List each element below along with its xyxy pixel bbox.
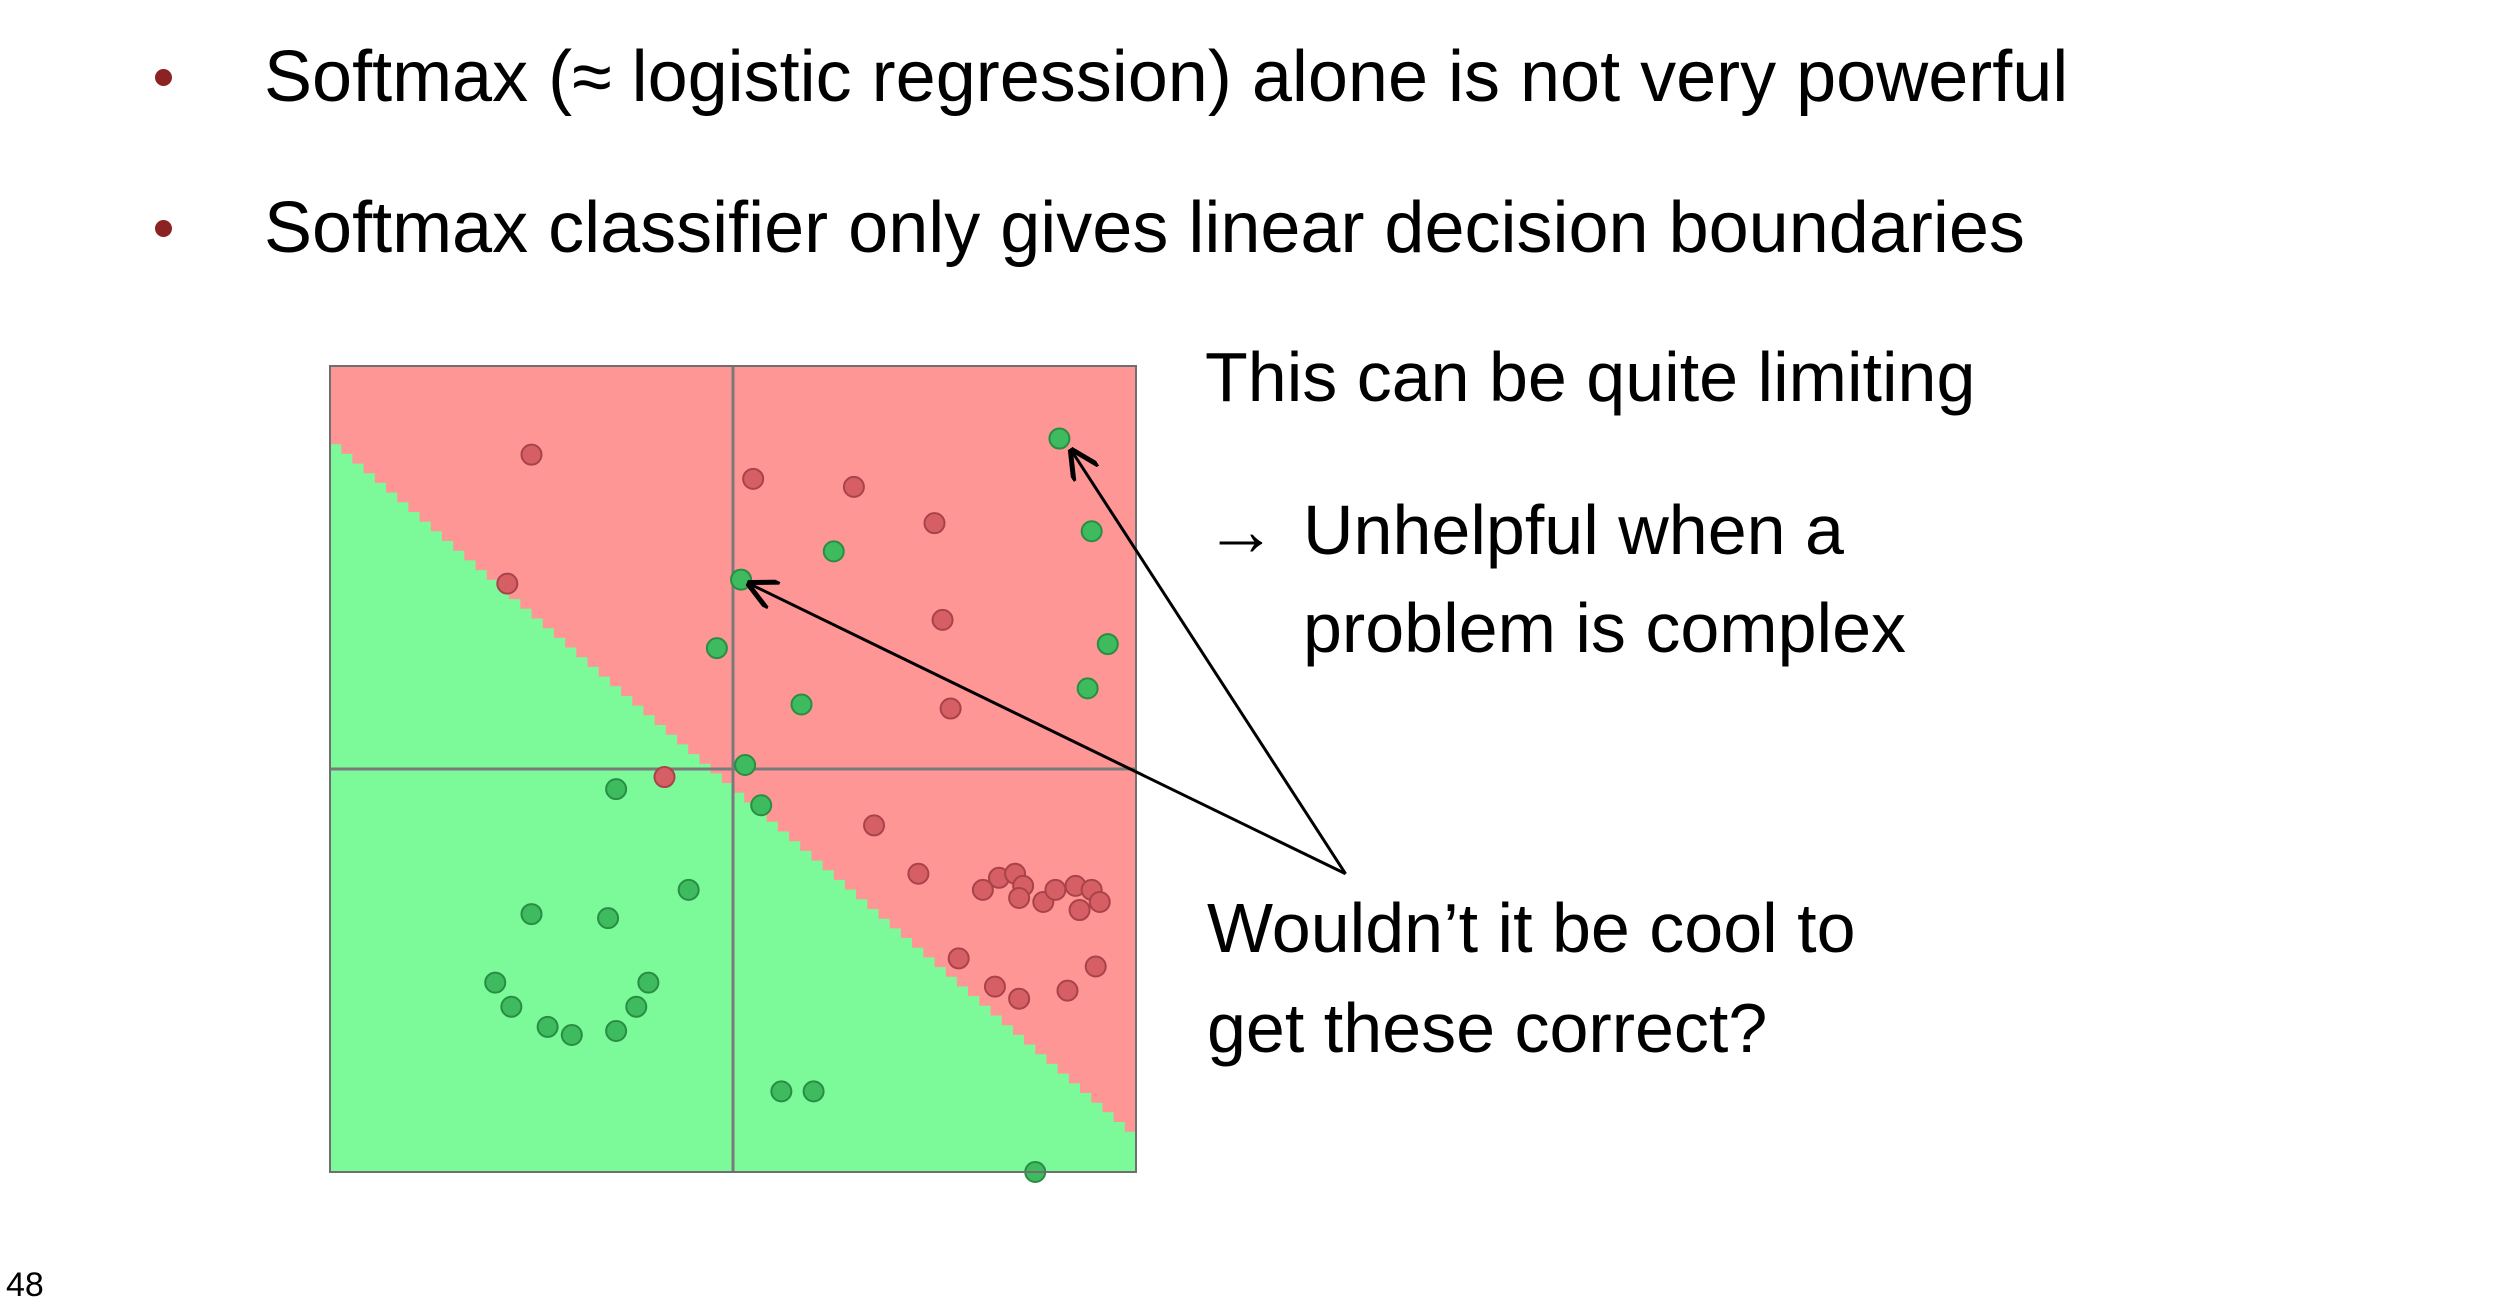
red-point <box>971 878 994 901</box>
annotation-arrow-2 <box>1072 451 1347 875</box>
red-point <box>1088 890 1111 913</box>
green-point <box>677 878 700 901</box>
red-point <box>1056 979 1079 1002</box>
unhelpful-line-2: problem is complex <box>1303 589 1906 667</box>
green-point <box>597 907 620 930</box>
green-point <box>802 1080 825 1103</box>
red-point <box>931 608 954 631</box>
green-point <box>734 753 757 776</box>
page-number: 48 <box>6 1266 44 1304</box>
green-point <box>560 1023 583 1046</box>
green-point <box>750 794 773 817</box>
red-point <box>1084 955 1107 978</box>
red-point <box>496 572 519 595</box>
red-point <box>923 512 946 535</box>
green-point <box>730 568 753 591</box>
green-point <box>705 637 728 660</box>
cool-line-1: Wouldn’t it be cool to <box>1207 889 1856 967</box>
cool-line-2: get these correct? <box>1207 989 1768 1067</box>
red-point <box>742 467 765 490</box>
bullet-text-1: Softmax (≈ logistic regression) alone is… <box>264 37 2069 117</box>
green-point <box>1096 633 1119 656</box>
plot-frame <box>329 365 1137 1173</box>
green-point <box>1076 677 1099 700</box>
green-point <box>520 903 543 926</box>
bullet-dot-1 <box>155 68 172 86</box>
bullet-1: Softmax (≈ logistic regression) alone is… <box>155 41 2068 113</box>
green-point <box>822 540 845 563</box>
green-point <box>790 693 813 716</box>
green-point <box>484 971 507 994</box>
bullet-text-2: Softmax classifier only gives linear dec… <box>264 188 2025 268</box>
arrow-glyph: → <box>1205 491 1277 571</box>
red-point <box>1008 987 1031 1010</box>
red-point <box>842 475 865 498</box>
red-point <box>653 766 676 789</box>
red-point <box>520 443 543 466</box>
bullet-2: Softmax classifier only gives linear dec… <box>155 192 2025 264</box>
green-point <box>770 1080 793 1103</box>
green-point <box>605 778 628 801</box>
red-point <box>947 947 970 970</box>
green-point <box>500 995 523 1018</box>
red-point <box>983 975 1006 998</box>
annotation-arrow-1 <box>749 584 1347 876</box>
red-point <box>1008 886 1031 909</box>
green-point <box>625 995 648 1018</box>
red-point <box>907 862 930 885</box>
green-point <box>605 1019 628 1042</box>
red-point <box>863 814 886 837</box>
red-point <box>1068 899 1091 922</box>
red-point <box>1044 878 1067 901</box>
green-point <box>536 1015 559 1038</box>
green-point <box>1048 427 1071 450</box>
limiting-text: This can be quite limiting <box>1205 338 1976 416</box>
red-point <box>939 697 962 720</box>
bullet-dot-2 <box>155 219 172 237</box>
green-point <box>637 971 660 994</box>
unhelpful-line-1: Unhelpful when a <box>1303 491 1844 569</box>
green-point <box>1080 520 1103 543</box>
